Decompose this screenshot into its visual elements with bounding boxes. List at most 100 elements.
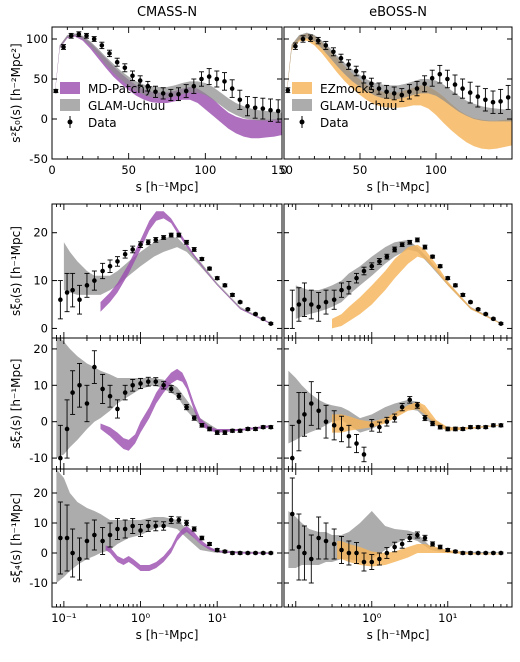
data-point	[237, 550, 243, 556]
data-point	[498, 550, 504, 556]
data-point	[293, 43, 298, 49]
data-point	[237, 299, 243, 305]
data-point	[77, 556, 82, 562]
band-md-patchy	[55, 34, 282, 139]
data-point	[376, 86, 382, 91]
data-point	[199, 423, 205, 428]
data-point	[445, 426, 451, 432]
data-point	[296, 544, 302, 550]
y-tick-label: -10	[29, 451, 48, 465]
data-point	[289, 306, 295, 312]
panel-eboss-xi2	[283, 337, 513, 470]
data-point	[369, 263, 375, 269]
x-tick-label: 0	[48, 163, 55, 177]
data-point	[323, 538, 329, 544]
data-point	[422, 535, 428, 541]
data-point	[176, 232, 182, 238]
data-point	[414, 86, 420, 91]
data-point	[138, 381, 143, 386]
y-axis-label: sξ₀(s) [h⁻¹Mpc]	[9, 226, 23, 316]
legend-swatch	[299, 119, 305, 125]
data-point	[260, 106, 266, 111]
data-point	[331, 297, 337, 303]
x-tick-label: 10⁰	[131, 611, 151, 625]
y-tick-label: 20	[33, 486, 48, 500]
data-point	[316, 304, 321, 310]
data-point	[229, 86, 235, 91]
data-point	[84, 283, 90, 288]
x-tick-label: 50	[121, 163, 136, 177]
data-point	[222, 430, 228, 435]
data-point	[422, 244, 428, 250]
data-point	[308, 556, 314, 562]
data-points	[289, 381, 504, 469]
data-point	[491, 316, 496, 322]
data-point	[339, 547, 344, 553]
title-eboss: eBOSS-N	[369, 5, 427, 20]
data-point	[253, 311, 258, 317]
data-point	[300, 36, 306, 42]
legend-label: EZmocks	[320, 82, 375, 96]
data-point	[268, 424, 274, 430]
data-point	[68, 33, 74, 39]
data-point	[407, 89, 412, 95]
data-point	[107, 51, 112, 56]
band-md-patchy	[100, 211, 271, 325]
data-point	[206, 74, 212, 79]
panel-eboss-xi4: 10⁰ 10¹ s [h⁻¹Mpc]	[283, 468, 513, 642]
data-point	[308, 401, 314, 406]
data-point	[430, 421, 435, 426]
data-point	[122, 390, 128, 395]
data-point	[245, 550, 251, 556]
data-point	[260, 316, 266, 322]
data-point	[392, 544, 397, 550]
y-axis-label: sξ₄(s) [h⁻¹Mpc]	[9, 493, 23, 583]
x-tick-label: 0	[280, 163, 287, 177]
data-points	[289, 477, 504, 584]
data-point	[252, 105, 258, 111]
data-point	[184, 404, 189, 410]
band-glam-uchuu	[63, 237, 271, 324]
data-point	[415, 532, 420, 538]
data-point	[214, 430, 220, 435]
data-point	[260, 550, 266, 556]
data-point	[323, 419, 329, 424]
data-point	[369, 559, 375, 565]
data-point	[161, 235, 166, 240]
axes-frame	[51, 26, 283, 160]
y-tick-label: 50	[33, 72, 48, 86]
x-tick-label: 10⁻¹	[51, 611, 76, 625]
data-point	[415, 237, 420, 243]
x-axis-label: s [h⁻¹Mpc]	[367, 180, 430, 194]
data-point	[302, 550, 307, 556]
data-point	[339, 287, 344, 293]
data-point	[392, 415, 397, 421]
data-point	[114, 59, 120, 65]
data-point	[308, 35, 313, 41]
data-point	[331, 423, 337, 428]
legend-label: GLAM-Uchuu	[88, 99, 165, 113]
data-point	[399, 92, 405, 98]
data-point	[445, 76, 450, 82]
data-point	[369, 423, 375, 428]
plot-area	[53, 31, 282, 139]
legend: EZmocks GLAM-Uchuu Data	[292, 82, 397, 130]
data-point	[268, 321, 274, 326]
y-tick-label: 20	[33, 342, 48, 356]
plot-area	[289, 237, 504, 329]
data-point	[467, 90, 473, 95]
data-point	[415, 403, 420, 408]
data-point	[84, 538, 90, 544]
data-point	[214, 547, 220, 553]
data-point	[168, 517, 174, 523]
legend-swatch	[292, 82, 312, 94]
data-point	[437, 263, 443, 269]
data-point	[130, 383, 135, 388]
data-point	[207, 266, 212, 271]
data-point	[253, 550, 258, 556]
data-point	[399, 541, 405, 547]
data-point	[407, 535, 413, 541]
y-tick-label: 0	[41, 112, 48, 126]
panel-cmass-xi2: -10 0 10 20 sξ₂(s) [h⁻¹Mpc]	[9, 337, 283, 470]
